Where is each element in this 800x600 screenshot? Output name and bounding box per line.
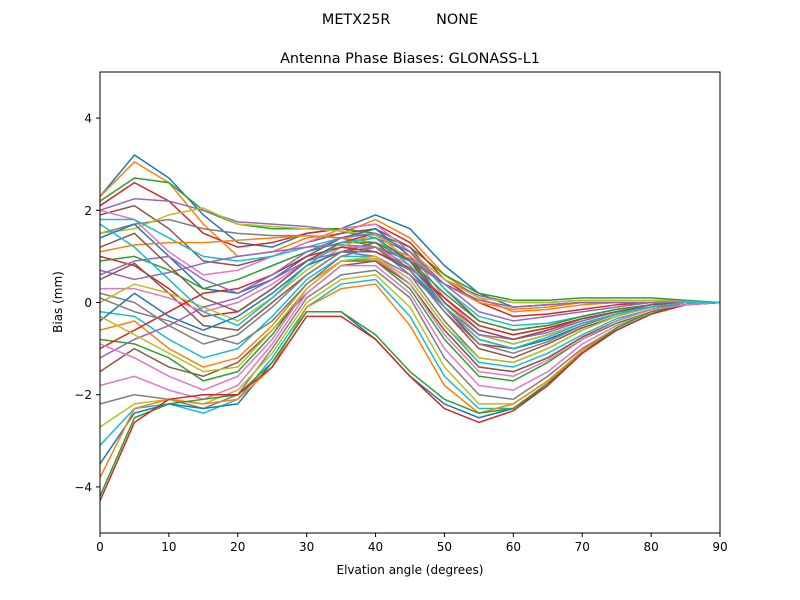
y-tick-label: −4	[74, 480, 92, 494]
series-line-33	[100, 301, 720, 497]
y-tick-label: 4	[84, 112, 92, 126]
series-line-34	[100, 301, 720, 502]
series-line-40	[100, 223, 720, 350]
series-line-23	[100, 260, 720, 382]
x-tick-label: 0	[96, 540, 104, 554]
x-tick-label: 50	[437, 540, 452, 554]
x-tick-label: 80	[643, 540, 658, 554]
x-tick-label: 10	[161, 540, 176, 554]
x-tick-label: 30	[299, 540, 314, 554]
series-line-36	[100, 232, 720, 341]
x-tick-label: 60	[506, 540, 521, 554]
x-axis-ticks: 0 10 20 30 40 50 60 70 80 90	[96, 533, 728, 554]
series-line-39	[100, 255, 720, 373]
y-tick-label: −2	[74, 388, 92, 402]
x-tick-label: 20	[230, 540, 245, 554]
y-tick-label: 2	[84, 204, 92, 218]
series-line-15	[100, 244, 720, 308]
series-line-37	[100, 255, 720, 391]
y-axis-label: Bias (mm)	[51, 271, 65, 333]
y-axis-ticks: −4 −2 0 2 4	[74, 112, 100, 494]
series-lines	[100, 154, 720, 502]
x-axis-label: Elvation angle (degrees)	[337, 563, 484, 577]
chart-suptitle: METX25R NONE	[322, 12, 478, 28]
series-line-4	[100, 181, 720, 318]
y-tick-label: 0	[84, 296, 92, 310]
chart-title: Antenna Phase Biases: GLONASS-L1	[280, 51, 540, 67]
x-tick-label: 70	[575, 540, 590, 554]
x-tick-label: 90	[712, 540, 727, 554]
x-tick-label: 40	[368, 540, 383, 554]
series-line-35	[100, 232, 720, 322]
